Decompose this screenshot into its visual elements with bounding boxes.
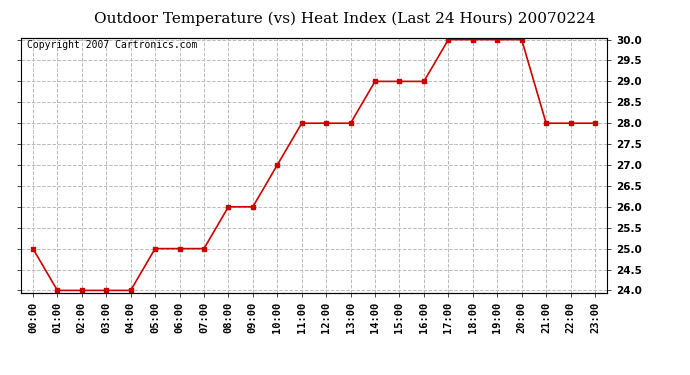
Text: Copyright 2007 Cartronics.com: Copyright 2007 Cartronics.com bbox=[26, 40, 197, 50]
Text: Outdoor Temperature (vs) Heat Index (Last 24 Hours) 20070224: Outdoor Temperature (vs) Heat Index (Las… bbox=[95, 11, 595, 26]
